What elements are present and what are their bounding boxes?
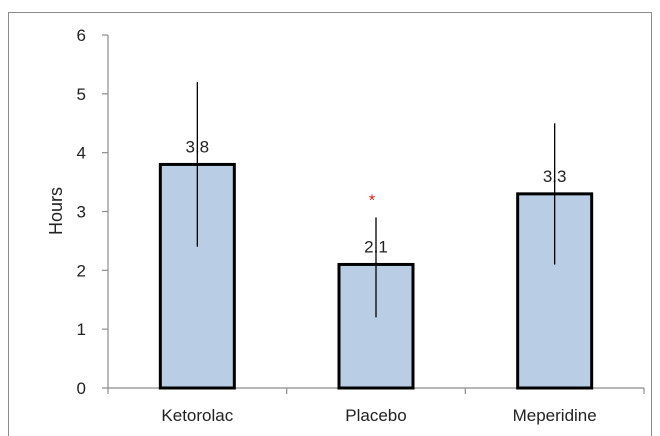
y-tick-label: 0	[77, 379, 86, 398]
y-tick-label: 5	[77, 85, 86, 104]
significance-star: *	[369, 192, 375, 209]
y-axis-label: Hours	[46, 187, 66, 235]
y-tick-label: 6	[77, 26, 86, 45]
y-tick-label: 1	[77, 320, 86, 339]
chart-marks: 3.82.13.3*	[158, 82, 594, 390]
y-tick-label: 3	[77, 203, 86, 222]
y-tick-label: 2	[77, 261, 86, 280]
x-tick-label-placebo: Placebo	[345, 406, 406, 425]
y-tick-label: 4	[77, 144, 86, 163]
x-tick-label-meperidine: Meperidine	[513, 406, 597, 425]
x-tick-label-ketorolac: Ketorolac	[161, 406, 233, 425]
